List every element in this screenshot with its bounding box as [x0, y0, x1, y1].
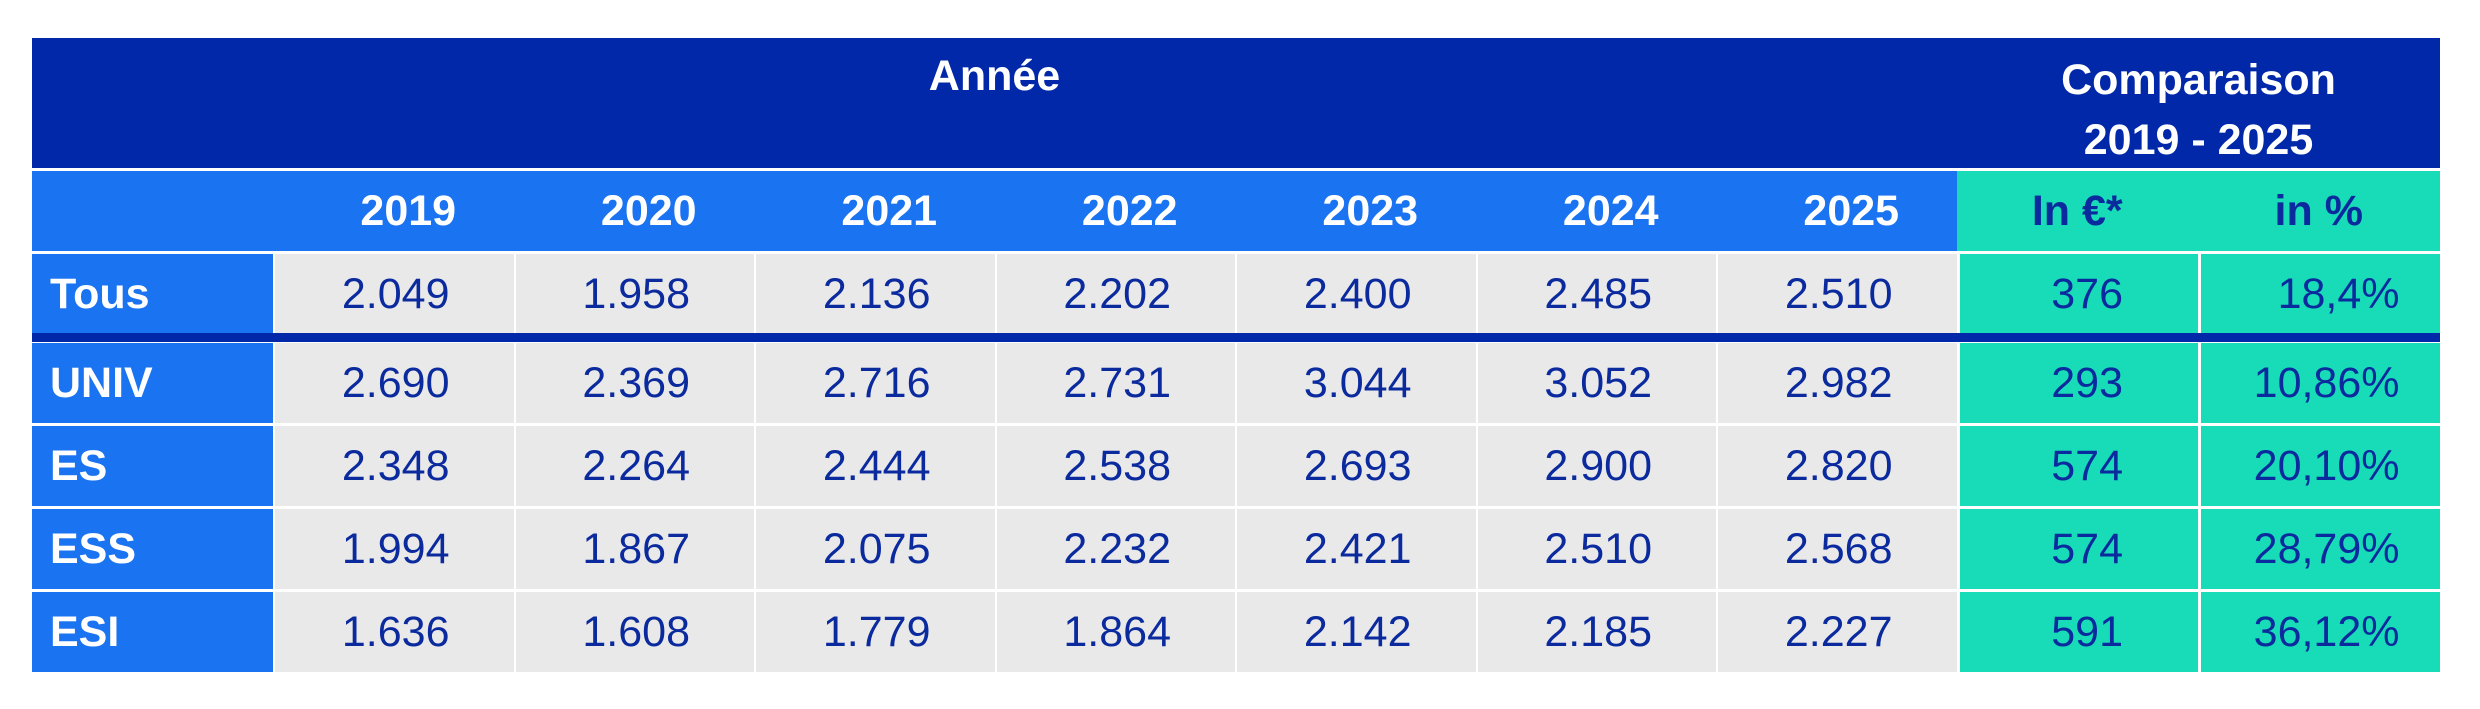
diff-percent-cell: 36,12%	[2198, 592, 2440, 672]
value-cell: 2.227	[1716, 592, 1957, 672]
value-cell: 2.693	[1235, 426, 1476, 506]
year-header: 2023	[1235, 171, 1476, 251]
value-cell: 2.369	[513, 343, 754, 423]
value-cell: 2.142	[1235, 592, 1476, 672]
compare-euro-header: In €*	[1956, 171, 2198, 251]
row-label: ES	[32, 426, 273, 506]
value-cell: 3.052	[1475, 343, 1716, 423]
value-cell: 2.716	[754, 343, 995, 423]
diff-euro-cell: 574	[1956, 509, 2198, 589]
value-cell: 2.510	[1716, 254, 1957, 334]
value-cell: 2.400	[1235, 254, 1476, 334]
year-header: 2020	[513, 171, 754, 251]
value-cell: 1.864	[994, 592, 1235, 672]
value-cell: 1.958	[513, 254, 754, 334]
value-cell: 2.421	[1235, 509, 1476, 589]
diff-percent-cell: 10,86%	[2198, 343, 2440, 423]
year-header: 2019	[273, 171, 514, 251]
comparison-group-header: Comparaison 2019 - 2025	[1957, 50, 2440, 170]
row-label: Tous	[32, 254, 273, 334]
value-cell: 2.485	[1475, 254, 1716, 334]
value-cell: 2.731	[994, 343, 1235, 423]
table-row: ESI 1.636 1.608 1.779 1.864 2.142 2.185 2.227 59…	[32, 592, 2440, 672]
diff-euro-cell: 591	[1956, 592, 2198, 672]
year-header: 2022	[994, 171, 1235, 251]
value-cell: 2.820	[1716, 426, 1957, 506]
year-header: 2021	[754, 171, 995, 251]
value-cell: 2.348	[273, 426, 514, 506]
row-label: ESS	[32, 509, 273, 589]
diff-euro-cell: 574	[1956, 426, 2198, 506]
value-cell: 1.867	[513, 509, 754, 589]
table-row: ES 2.348 2.264 2.444 2.538 2.693 2.900 2.820 574…	[32, 426, 2440, 506]
value-cell: 2.568	[1716, 509, 1957, 589]
comparison-header-line2: 2019 - 2025	[2083, 116, 2314, 164]
value-cell: 1.994	[273, 509, 514, 589]
value-cell: 2.690	[273, 343, 514, 423]
diff-euro-cell: 293	[1956, 343, 2198, 423]
value-cell: 2.444	[754, 426, 995, 506]
value-cell: 2.232	[994, 509, 1235, 589]
year-header: 2025	[1716, 171, 1957, 251]
value-cell: 1.779	[754, 592, 995, 672]
value-cell: 1.608	[513, 592, 754, 672]
value-cell: 2.900	[1475, 426, 1716, 506]
value-cell: 2.202	[994, 254, 1235, 334]
year-group-header: Année	[928, 52, 1061, 100]
table-row: Tous 2.049 1.958 2.136 2.202 2.400 2.485 2.510 3…	[32, 254, 2440, 334]
row-label: ESI	[32, 592, 273, 672]
value-cell: 2.049	[273, 254, 514, 334]
value-cell: 2.264	[513, 426, 754, 506]
diff-percent-cell: 18,4%	[2198, 254, 2440, 334]
value-cell: 2.136	[754, 254, 995, 334]
salary-table: Année Comparaison 2019 - 2025 2019 2020 …	[32, 38, 2440, 672]
corner-cell	[32, 171, 273, 251]
value-cell: 2.510	[1475, 509, 1716, 589]
diff-euro-cell: 376	[1956, 254, 2198, 334]
value-cell: 2.982	[1716, 343, 1957, 423]
table-row: ESS 1.994 1.867 2.075 2.232 2.421 2.510 2.568 57…	[32, 509, 2440, 589]
value-cell: 1.636	[273, 592, 514, 672]
divider-line	[32, 333, 2440, 342]
diff-percent-cell: 28,79%	[2198, 509, 2440, 589]
table-row: UNIV 2.690 2.369 2.716 2.731 3.044 3.052 2.982 2…	[32, 343, 2440, 423]
value-cell: 2.075	[754, 509, 995, 589]
diff-percent-cell: 20,10%	[2198, 426, 2440, 506]
value-cell: 2.538	[994, 426, 1235, 506]
value-cell: 2.185	[1475, 592, 1716, 672]
group-header-row: Année Comparaison 2019 - 2025	[32, 38, 2440, 168]
compare-percent-header: in %	[2198, 171, 2440, 251]
comparison-header-line1: Comparaison	[2061, 56, 2336, 104]
value-cell: 3.044	[1235, 343, 1476, 423]
column-header-row: 2019 2020 2021 2022 2023 2024 2025 In €*…	[32, 171, 2440, 251]
year-header: 2024	[1475, 171, 1716, 251]
row-label: UNIV	[32, 343, 273, 423]
